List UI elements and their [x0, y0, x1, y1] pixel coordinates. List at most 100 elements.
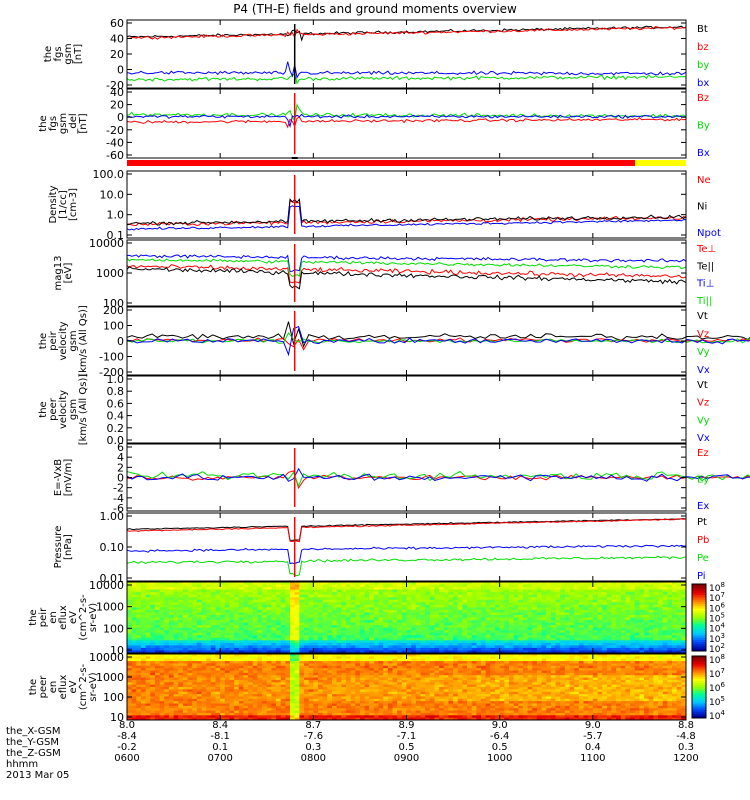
- heatmap-cell: [644, 635, 650, 639]
- heatmap-cell: [224, 637, 230, 641]
- heatmap-cell: [662, 582, 668, 585]
- heatmap-cell: [481, 617, 487, 621]
- heatmap-cell: [672, 620, 678, 623]
- heatmap-cell: [159, 635, 165, 639]
- heatmap-cell: [173, 599, 179, 603]
- heatmap-cell: [448, 607, 454, 611]
- heatmap-cell: [495, 609, 501, 613]
- heatmap-cell: [173, 675, 179, 678]
- heatmap-cell: [583, 627, 589, 631]
- heatmap-cell: [229, 661, 235, 664]
- heatmap-cell: [331, 597, 338, 601]
- heatmap-cell: [508, 599, 515, 603]
- heatmap-cell: [192, 632, 198, 636]
- heatmap-cell: [308, 717, 314, 721]
- y-tick-label: 0.01: [100, 572, 125, 585]
- heatmap-cell: [294, 599, 300, 603]
- heatmap-cell: [168, 658, 174, 662]
- heatmap-cell: [271, 637, 277, 641]
- heatmap-cell: [434, 645, 440, 649]
- heatmap-cell: [532, 622, 538, 626]
- heatmap-cell: [285, 654, 291, 657]
- heatmap-cell: [481, 627, 487, 631]
- heatmap-cell: [173, 687, 179, 690]
- heatmap-cell: [434, 604, 440, 608]
- heatmap-cell: [271, 592, 277, 596]
- heatmap-cell: [308, 654, 314, 657]
- heatmap-cell: [453, 650, 459, 654]
- heatmap-cell: [192, 647, 198, 651]
- heatmap-cell: [606, 637, 612, 641]
- heatmap-cell: [527, 637, 533, 641]
- heatmap-cell: [136, 687, 142, 690]
- heatmap-cell: [597, 589, 603, 593]
- heatmap-cell: [290, 589, 296, 593]
- heatmap-cell: [336, 637, 342, 641]
- heatmap-cell: [401, 635, 407, 639]
- heatmap-cell: [327, 650, 333, 654]
- heatmap-cell: [606, 625, 612, 629]
- heatmap-cell: [234, 609, 240, 613]
- heatmap-cell: [639, 632, 645, 636]
- heatmap-cell: [672, 587, 678, 591]
- heatmap-cell: [224, 602, 230, 606]
- heatmap-cell: [578, 604, 584, 608]
- heatmap-cell: [630, 632, 636, 636]
- heatmap-cell: [276, 654, 282, 657]
- heatmap-cell: [313, 604, 319, 608]
- heatmap-cell: [248, 679, 254, 683]
- heatmap-cell: [401, 604, 407, 608]
- heatmap-cell: [210, 604, 216, 608]
- heatmap-cell: [485, 609, 491, 613]
- heatmap-cell: [644, 650, 650, 654]
- heatmap-cell: [308, 689, 314, 693]
- heatmap-cell: [304, 627, 310, 631]
- heatmap-cell: [667, 592, 673, 596]
- heatmap-cell: [252, 612, 258, 616]
- heatmap-cell: [313, 637, 319, 641]
- heatmap-cell: [331, 620, 338, 623]
- heatmap-cell: [140, 672, 147, 676]
- heatmap-cell: [164, 599, 170, 603]
- heatmap-cell: [201, 650, 207, 654]
- heatmap-cell: [592, 622, 598, 626]
- heatmap-cell: [462, 589, 468, 593]
- heatmap-cell: [308, 682, 314, 686]
- heatmap-cell: [658, 607, 664, 611]
- heatmap-cell: [317, 708, 324, 711]
- heatmap-cell: [262, 609, 268, 613]
- heatmap-cell: [411, 622, 417, 626]
- heatmap-cell: [411, 620, 417, 623]
- heatmap-cell: [481, 635, 487, 639]
- heatmap-cell: [192, 617, 198, 621]
- heatmap-cell: [136, 584, 142, 588]
- heatmap-cell: [178, 602, 184, 606]
- heatmap-cell: [583, 650, 589, 654]
- heatmap-cell: [676, 584, 682, 588]
- heatmap-cell: [536, 584, 542, 588]
- heatmap-cell: [308, 677, 314, 681]
- heatmap-cell: [564, 642, 570, 646]
- heatmap-cell: [322, 658, 328, 662]
- heatmap-cell: [415, 587, 421, 591]
- heatmap-cell: [266, 637, 272, 641]
- heatmap-cell: [602, 640, 608, 644]
- heatmap-cell: [248, 620, 254, 623]
- heatmap-cell: [201, 640, 207, 644]
- heatmap-cell: [145, 717, 151, 721]
- heatmap-cell: [336, 612, 342, 616]
- heatmap-cell: [667, 630, 673, 634]
- heatmap-cell: [150, 661, 156, 664]
- heatmap-cell: [378, 597, 384, 601]
- heatmap-cell: [359, 587, 365, 591]
- heatmap-cell: [625, 599, 631, 603]
- heatmap-cell: [150, 698, 156, 702]
- heatmap-cell: [285, 594, 291, 598]
- heatmap-cell: [667, 627, 673, 631]
- heatmap-cell: [317, 679, 324, 683]
- heatmap-cell: [159, 642, 165, 646]
- heatmap-cell: [248, 691, 254, 695]
- heatmap-cell: [606, 647, 612, 651]
- heatmap-cell: [536, 627, 542, 631]
- heatmap-cell: [127, 612, 133, 616]
